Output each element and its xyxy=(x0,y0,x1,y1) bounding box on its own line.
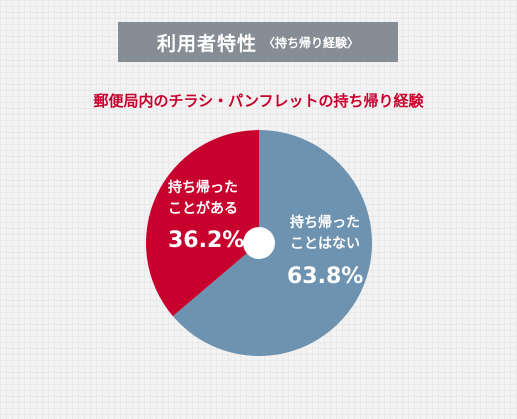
header-title: 利用者特性 xyxy=(156,32,257,55)
chart-title: 郵便局内のチラシ・パンフレットの持ち帰り経験 xyxy=(93,92,424,110)
slice-label: 持ち帰った ことがある xyxy=(168,180,238,217)
header-subtitle: 〈持ち帰り経験〉 xyxy=(263,35,360,50)
value-label: 36.2% xyxy=(168,228,245,253)
pie-slice xyxy=(146,130,259,317)
slice-label: 持ち帰った ことはない xyxy=(290,215,360,252)
header: 利用者特性 〈持ち帰り経験〉 xyxy=(118,22,398,62)
value-label: 63.8% xyxy=(287,264,364,289)
center-hole xyxy=(243,227,275,259)
